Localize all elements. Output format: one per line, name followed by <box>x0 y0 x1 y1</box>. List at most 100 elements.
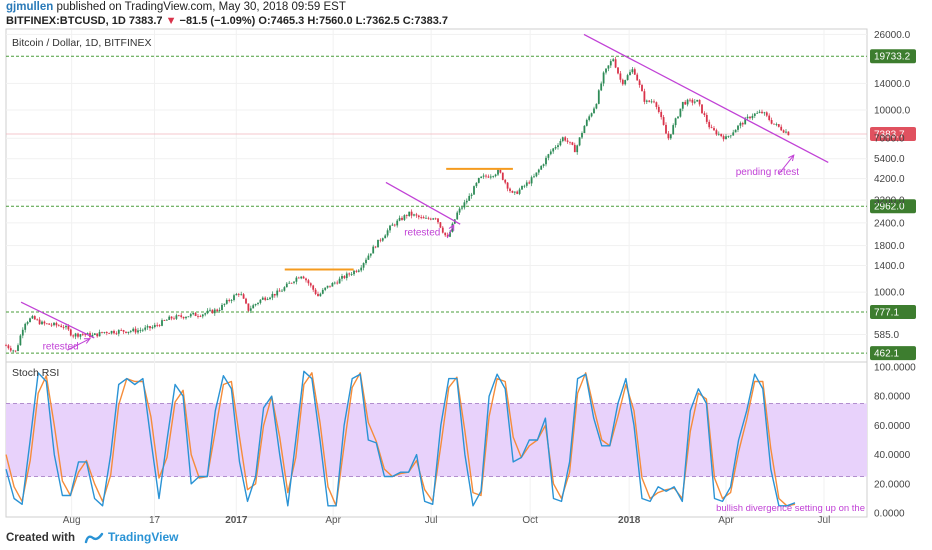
candle-body <box>689 99 691 101</box>
candle-body <box>194 313 197 317</box>
candle-body <box>12 350 15 352</box>
author-name[interactable]: gjmullen <box>6 1 54 13</box>
stoch-tick-label: 20.0000 <box>874 479 911 490</box>
candle-body <box>161 320 163 326</box>
candle-body <box>489 176 492 178</box>
candle-body <box>266 298 269 300</box>
candle-body <box>129 331 132 332</box>
candle-body <box>43 321 46 324</box>
symbol-name: BITFINEX:BTCUSD, 1D <box>6 15 126 27</box>
candle-body <box>763 112 766 114</box>
candle-body <box>122 330 125 332</box>
price-tick-label: 2400.0 <box>874 218 905 229</box>
candle-body <box>468 195 471 201</box>
candle-body <box>336 282 339 284</box>
candle-body <box>497 169 499 175</box>
candle-body <box>329 285 331 287</box>
trendline <box>20 301 95 339</box>
arrow-head <box>83 338 91 344</box>
arrow-head <box>448 223 455 231</box>
price-tag-label: 2962.0 <box>874 202 905 213</box>
candle-body <box>758 111 761 113</box>
candle-body <box>62 327 65 328</box>
candle-body <box>31 316 34 319</box>
candle-body <box>506 182 509 189</box>
price-tick-label: 585.0 <box>874 330 899 341</box>
candle-body <box>127 331 130 333</box>
candle-body <box>240 294 243 296</box>
candle-body <box>547 154 550 158</box>
candle-body <box>422 217 425 219</box>
candle-body <box>117 330 120 334</box>
candle-body <box>578 137 581 146</box>
price-tag <box>870 126 916 141</box>
candle-body <box>113 330 115 334</box>
candle-body <box>254 304 257 306</box>
candle-body <box>679 108 682 117</box>
candle-body <box>67 325 70 330</box>
candle-body <box>103 332 106 333</box>
candle-body <box>619 73 622 80</box>
candle-body <box>101 331 103 333</box>
candle-body <box>149 326 151 329</box>
candle-body <box>605 68 607 73</box>
pane-titles: Bitcoin / Dollar, 1D, BITFINEX Stoch RSI <box>12 37 151 379</box>
candle-body <box>537 169 540 173</box>
candle-body <box>686 99 689 105</box>
candle-body <box>9 348 12 351</box>
candle-body <box>38 319 41 325</box>
candle-body <box>691 99 694 103</box>
candle-body <box>319 293 322 297</box>
arrow-shaft <box>446 224 455 239</box>
candle-body <box>746 116 749 119</box>
candle-body <box>554 147 557 149</box>
candle-body <box>641 85 643 92</box>
stoch-tick-label: 100.0000 <box>874 362 916 373</box>
candle-body <box>357 270 360 272</box>
candle-body <box>367 255 370 260</box>
candle-body <box>389 225 391 231</box>
candle-body <box>600 83 603 91</box>
candle-body <box>437 218 439 223</box>
candle-body <box>458 208 461 213</box>
candle-body <box>165 319 168 321</box>
candle-body <box>348 273 351 275</box>
candle-body <box>602 72 605 84</box>
candle-body <box>369 253 372 256</box>
candle-body <box>55 322 58 326</box>
candle-body <box>681 101 684 109</box>
candle-body <box>405 215 408 216</box>
candle-body <box>331 283 334 287</box>
candle-body <box>549 151 552 155</box>
candle-body <box>242 294 245 299</box>
price-tick-label: 26000.0 <box>874 30 911 41</box>
candle-body <box>264 297 267 300</box>
last-price: 7383.7 <box>128 15 163 27</box>
candle-body <box>511 191 514 193</box>
stoch-title: Stoch RSI <box>12 367 59 379</box>
horizontal-levels: 19733.2 2962.0 777.1 462.1 7383.7 <box>6 49 916 361</box>
candle-body <box>542 164 545 166</box>
candle-body <box>461 207 463 209</box>
tradingview-link[interactable]: TradingView <box>84 530 178 544</box>
candle-body <box>653 101 655 103</box>
candle-body <box>381 238 384 241</box>
candle-body <box>501 172 504 180</box>
candle-body <box>96 333 99 337</box>
candle-body <box>710 127 713 129</box>
candle-body <box>737 125 739 130</box>
candle-body <box>705 114 708 122</box>
arrow-head <box>788 154 795 162</box>
candle-body <box>115 333 118 335</box>
time-axis: Aug 17 2017 Apr Jul Oct 2018 Apr Jul <box>63 515 831 526</box>
trendline <box>385 181 461 225</box>
candle-body <box>295 277 298 282</box>
candle-body <box>206 310 209 314</box>
candle-body <box>427 217 430 219</box>
candle-body <box>261 297 264 300</box>
candle-body <box>408 211 411 216</box>
x-tick-label: Oct <box>522 515 538 526</box>
candle-body <box>581 133 583 138</box>
candle-body <box>765 112 768 116</box>
